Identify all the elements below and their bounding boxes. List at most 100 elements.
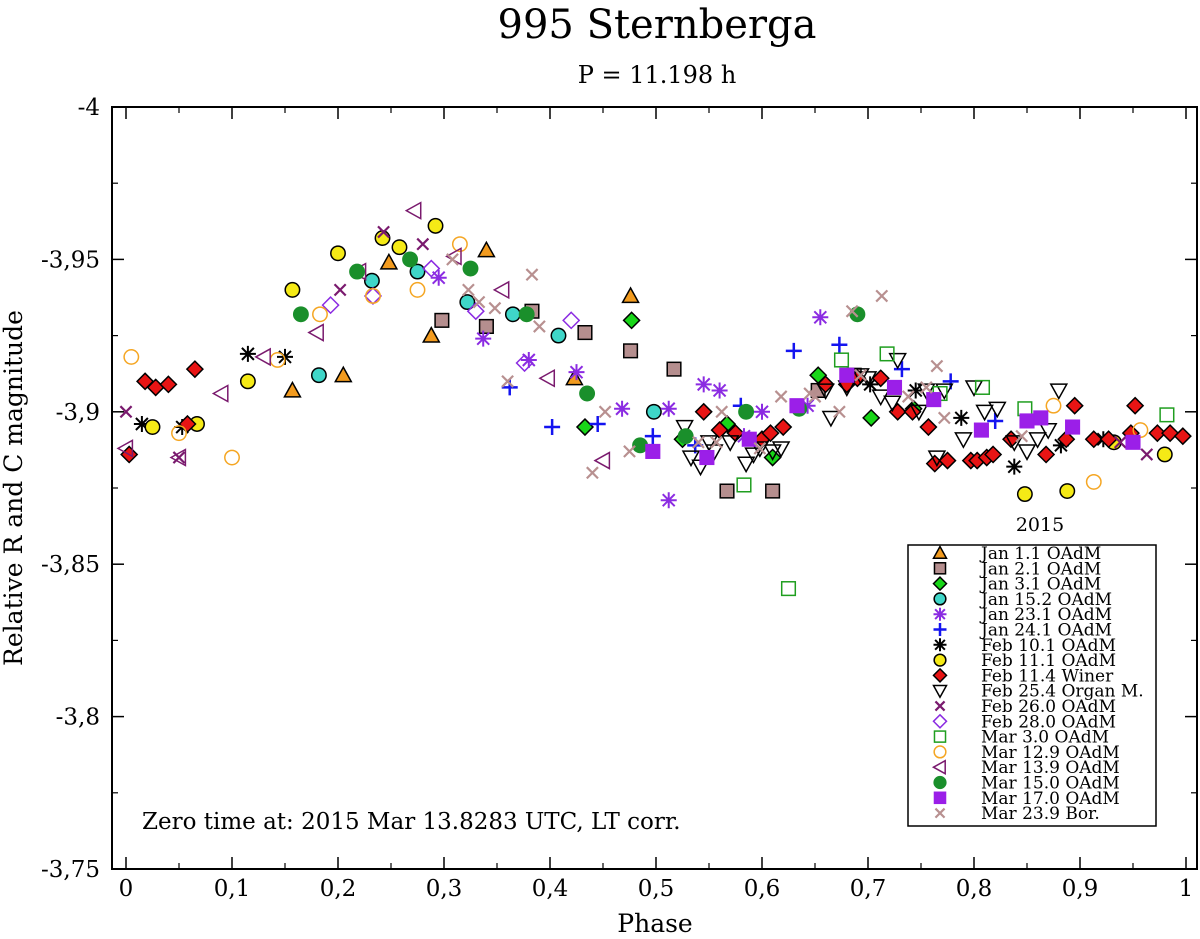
legend-marker [934,700,946,712]
x-tick-label: 0,1 [214,876,251,902]
x-tick-label: 0,4 [532,876,569,902]
legend-box [907,544,1157,827]
data-point [307,323,324,342]
data-point [330,245,346,262]
data-point [750,441,770,458]
data-point [719,483,735,499]
data-point [694,402,713,421]
data-point [938,451,957,470]
data-point [816,383,835,401]
data-point [478,318,494,335]
data-point [475,330,492,347]
data-point [133,415,150,432]
data-point [930,359,944,373]
data-point [849,306,866,323]
data-point [472,295,486,309]
data-point [402,251,419,268]
data-point [598,405,612,419]
legend-marker [933,638,947,652]
data-point [1017,444,1037,461]
data-point [871,389,890,407]
data-point [462,260,479,277]
data-point [459,294,476,311]
data-point [404,201,422,220]
data-point [907,382,924,399]
data-point [974,379,991,395]
legend-label: Feb 10.1 OAdM [981,636,1116,656]
legend-label: Jan 2.1 OAdM [979,559,1101,579]
legend-marker [932,713,948,729]
data-point [1065,419,1081,435]
zero-time-annotation: Zero time at: 2015 Mar 13.8283 UTC, LT c… [142,809,681,835]
data-point [1126,396,1145,415]
data-point [675,419,694,437]
data-point [579,385,596,402]
data-point [504,306,521,323]
legend-label: Mar 3.0 OAdM [981,728,1109,748]
data-point [538,368,556,388]
data-point [919,417,938,437]
data-point [1045,397,1062,414]
data-point [462,283,475,297]
y-axis-label: Relative R and C magnitude [0,310,28,666]
data-point [954,432,973,449]
data-point [310,367,327,384]
data-point [1173,427,1192,446]
data-point [1140,448,1154,461]
data-point [919,381,933,394]
data-point [1057,430,1076,449]
data-point [391,239,408,256]
data-point [568,364,585,381]
legend-label: Feb 25.4 Organ M. [981,682,1144,702]
data-point [1059,483,1076,499]
data-point [211,384,229,403]
data-point [715,405,729,419]
data-point [926,392,942,408]
data-point [1005,435,1024,452]
legend-label: Mar 23.9 Bor. [981,804,1100,824]
y-tick-label: -3,95 [41,247,100,273]
data-point [119,405,133,419]
data-point [1037,445,1056,464]
data-point [711,382,728,399]
data-point [660,400,677,417]
data-point [1016,486,1033,503]
data-point [169,448,187,467]
data-point [763,444,782,461]
legend-label: Mar 13.9 OAdM [981,758,1120,778]
data-point [888,402,907,421]
legend-marker [933,592,947,606]
data-point [172,451,186,464]
data-point [927,450,947,468]
data-points [116,201,1192,597]
legend-marker [933,607,947,621]
data-point [379,252,399,270]
data-point [321,296,340,315]
data-point [292,306,309,323]
data-point [377,225,390,239]
data-point [988,401,1007,419]
data-point [593,451,611,470]
data-point [312,306,328,323]
data-point [754,403,770,420]
data-point [808,390,822,403]
data-point [871,369,890,388]
data-point [862,408,881,427]
data-point [488,301,502,315]
legend-label: Jan 15.2 OAdM [979,590,1112,610]
data-point [845,304,859,318]
data-point [771,441,791,458]
data-point [741,431,757,447]
x-tick-label: 0,3 [426,876,463,902]
legend-label: Jan 23.1 OAdM [979,605,1112,625]
data-point [577,325,593,341]
data-point [349,263,366,280]
data-point [1159,407,1175,423]
y-tick-label: -3,85 [41,552,100,578]
data-point [501,374,514,388]
data-point [422,326,441,343]
data-point [632,437,649,454]
data-point [736,456,756,474]
data-point [586,466,599,480]
data-point [1161,424,1180,443]
